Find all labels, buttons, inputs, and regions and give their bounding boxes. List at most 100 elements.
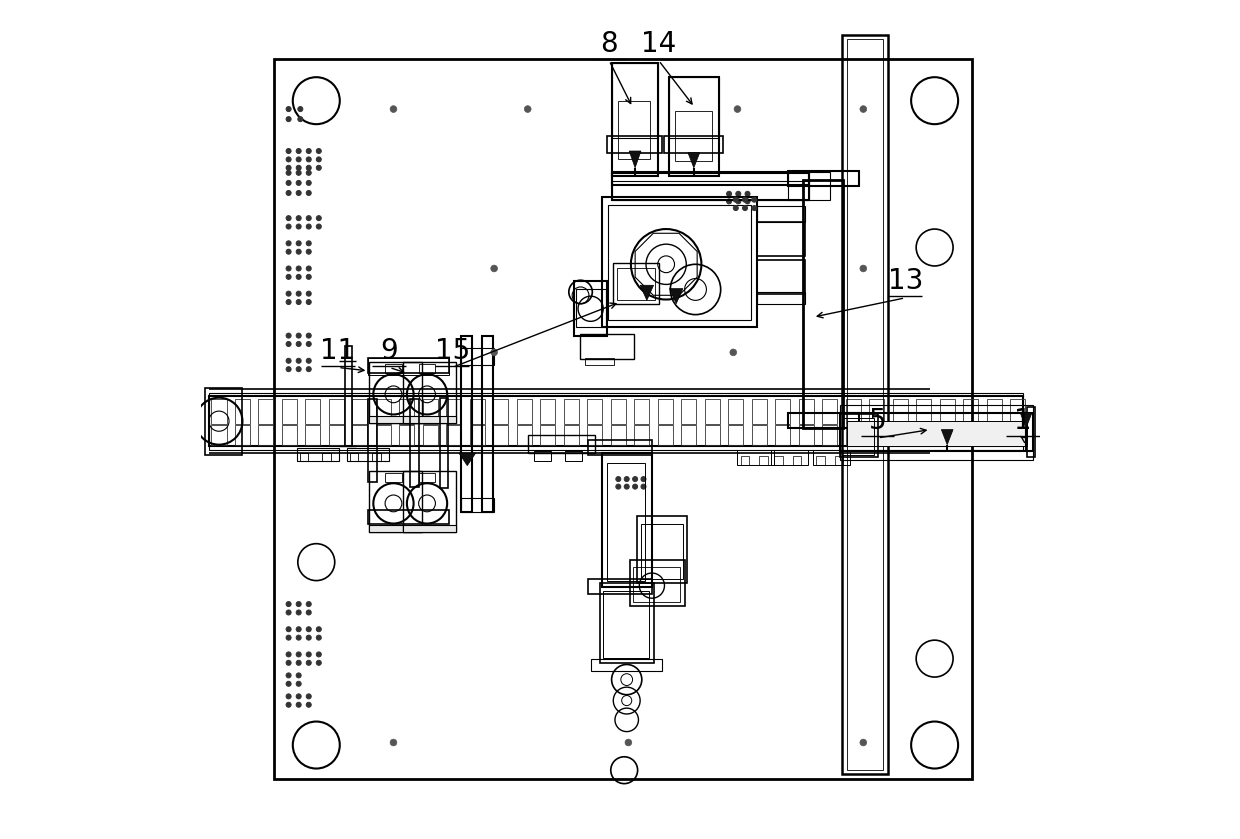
Circle shape	[306, 180, 311, 185]
Bar	[611, 173, 808, 185]
Circle shape	[306, 358, 311, 363]
Bar	[234, 399, 250, 424]
Bar	[470, 399, 485, 424]
Bar	[668, 77, 719, 138]
Circle shape	[306, 333, 311, 338]
Circle shape	[296, 694, 301, 699]
Circle shape	[306, 170, 311, 175]
Circle shape	[286, 266, 291, 271]
Circle shape	[286, 117, 291, 122]
Circle shape	[286, 180, 291, 185]
Bar	[403, 471, 455, 532]
Circle shape	[391, 106, 397, 112]
Bar	[372, 453, 381, 461]
Bar	[756, 292, 806, 304]
Bar	[839, 413, 1033, 451]
Circle shape	[286, 274, 291, 279]
Bar	[347, 448, 389, 461]
Text: 13: 13	[888, 267, 923, 295]
Bar	[376, 399, 391, 424]
Circle shape	[727, 191, 732, 196]
Circle shape	[286, 249, 291, 254]
Bar	[609, 205, 751, 320]
Circle shape	[316, 165, 321, 170]
Polygon shape	[629, 151, 641, 168]
Polygon shape	[941, 430, 954, 445]
Bar	[847, 421, 1027, 446]
Bar	[799, 399, 813, 424]
Circle shape	[861, 739, 867, 746]
Circle shape	[296, 610, 301, 615]
Circle shape	[306, 367, 311, 372]
Bar	[813, 450, 849, 465]
Circle shape	[735, 191, 740, 196]
Circle shape	[306, 149, 311, 154]
Bar	[322, 453, 331, 461]
Circle shape	[306, 249, 311, 254]
Circle shape	[316, 157, 321, 162]
Bar	[368, 399, 377, 482]
Bar	[352, 399, 367, 424]
Circle shape	[286, 333, 291, 338]
Bar	[541, 399, 556, 424]
Polygon shape	[688, 153, 699, 168]
Text: 1: 1	[1014, 407, 1032, 435]
Bar	[345, 346, 351, 446]
Circle shape	[296, 300, 301, 305]
Bar	[775, 425, 790, 445]
Bar	[541, 425, 556, 445]
Circle shape	[727, 199, 732, 204]
Bar	[614, 263, 660, 304]
Circle shape	[751, 197, 756, 202]
Bar	[634, 567, 680, 602]
Bar	[816, 456, 825, 465]
Circle shape	[391, 739, 397, 746]
Circle shape	[306, 610, 311, 615]
Bar	[574, 281, 608, 336]
Bar	[771, 450, 808, 465]
Bar	[403, 525, 455, 532]
Bar	[893, 425, 908, 445]
Circle shape	[286, 165, 291, 170]
Bar	[517, 425, 532, 445]
Bar	[588, 399, 603, 424]
Bar	[916, 399, 931, 424]
Bar	[987, 425, 1002, 445]
Bar	[281, 399, 298, 424]
Bar	[665, 136, 723, 153]
Bar	[329, 425, 343, 445]
Circle shape	[296, 627, 301, 632]
Bar	[305, 399, 320, 424]
Bar	[446, 425, 461, 445]
Circle shape	[296, 266, 301, 271]
Bar	[751, 399, 766, 424]
Bar	[940, 399, 955, 424]
Circle shape	[298, 117, 303, 122]
Bar	[370, 471, 422, 532]
Circle shape	[624, 477, 629, 482]
Circle shape	[306, 274, 311, 279]
Bar	[370, 362, 422, 423]
Bar	[608, 136, 662, 153]
Bar	[440, 398, 448, 488]
Bar	[211, 425, 227, 445]
Circle shape	[296, 170, 301, 175]
Bar	[804, 180, 843, 428]
Circle shape	[296, 149, 301, 154]
Circle shape	[296, 341, 301, 347]
Circle shape	[296, 673, 301, 678]
Bar	[350, 453, 358, 461]
Circle shape	[286, 300, 291, 305]
Bar	[423, 399, 438, 424]
Bar	[274, 59, 972, 779]
Circle shape	[296, 652, 301, 657]
Circle shape	[306, 266, 311, 271]
Bar	[869, 425, 884, 445]
Polygon shape	[670, 289, 683, 304]
Circle shape	[296, 241, 301, 246]
Circle shape	[306, 300, 311, 305]
Circle shape	[306, 702, 311, 707]
Circle shape	[316, 635, 321, 640]
Bar	[564, 399, 579, 424]
Bar	[565, 451, 583, 461]
